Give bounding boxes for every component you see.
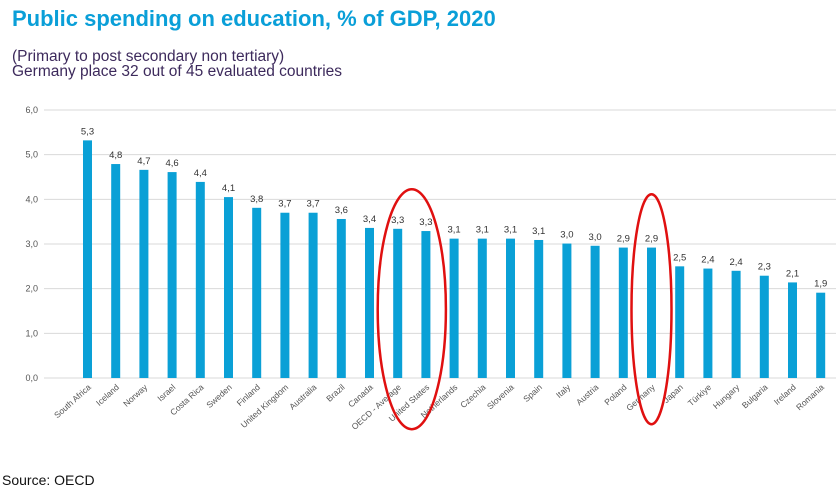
data-label: 2,3 [758,262,771,273]
y-tick-label: 1,0 [25,328,38,338]
data-label: 2,4 [701,255,714,266]
x-tick-label: Norway [121,382,150,409]
bar [562,243,572,378]
bar [647,247,656,378]
bar [224,197,233,378]
y-tick-label: 5,0 [25,150,38,160]
data-label: 2,4 [729,257,742,268]
x-tick-label: Italy [554,382,573,400]
y-tick-label: 0,0 [25,373,38,383]
data-label: 3,8 [250,194,263,205]
data-label: 4,8 [109,150,122,161]
x-tick-label: Sweden [204,382,234,410]
bar [83,140,92,378]
y-tick-label: 6,0 [25,105,38,115]
data-label: 4,7 [137,156,150,167]
bars [83,140,826,378]
y-tick-label: 4,0 [25,194,38,204]
bar [449,238,459,378]
highlight-ellipse [630,192,673,426]
x-tick-label: Israel [155,382,177,403]
y-axis-ticks: 0,0 1,0 2,0 3,0 4,0 5,0 6,0 [25,105,38,383]
x-tick-label: Spain [521,382,544,404]
x-tick-label: Czechia [458,382,488,410]
x-tick-label: Australia [287,382,318,412]
data-label: 4,6 [165,158,178,169]
data-label: 4,4 [194,168,207,179]
y-tick-label: 2,0 [25,284,38,294]
data-label: 4,1 [222,183,235,194]
bar [675,266,685,378]
chart-title: Public spending on education, % of GDP, … [12,6,496,31]
highlight-ellipse [376,187,448,431]
data-label: 3,6 [335,205,348,216]
bar [703,268,713,378]
bar [336,218,346,378]
bar [788,282,797,378]
bar [365,227,374,378]
bar [421,231,431,378]
x-tick-label: Türkiye [686,382,714,408]
data-label: 3,1 [532,226,545,237]
bar [167,172,177,378]
chart-ranking-note: Germany place 32 out of 45 evaluated cou… [12,63,343,80]
data-label: 3,1 [447,225,460,236]
data-label: 1,9 [814,279,827,290]
bar [759,275,769,378]
bar [139,169,149,378]
bar [618,247,628,378]
data-label: 5,3 [81,126,94,137]
data-label: 2,1 [786,268,799,279]
data-label: 2,5 [673,252,686,263]
bar [590,245,600,378]
data-label: 3,7 [278,199,291,210]
x-tick-label: OECD - Average [349,382,403,432]
source-note: Source: OECD [2,472,95,488]
x-tick-label: Brazil [324,382,347,404]
data-label: 3,0 [588,232,601,243]
annotations [376,187,673,431]
bar [816,292,826,378]
bar [280,212,290,378]
x-tick-label: Poland [602,382,629,407]
bar [111,164,121,378]
data-label: 2,9 [617,234,630,245]
bar [506,238,515,378]
bar [308,212,318,378]
data-label: 3,3 [391,215,404,226]
x-tick-label: South Africa [52,382,93,420]
data-label: 3,0 [560,230,573,241]
data-labels: 5,3 4,8 4,7 4,6 4,4 4,1 3,8 3,7 3,7 3,6 3,4 3,3 3,3 3… [81,126,827,289]
x-tick-label: Romania [794,382,826,412]
x-tick-label: Bulgaria [740,382,770,410]
data-label: 2,9 [645,234,658,245]
y-tick-label: 3,0 [25,239,38,249]
data-label: 3,4 [363,214,376,225]
bar [731,270,741,378]
data-label: 3,7 [306,199,319,210]
bar [393,228,403,378]
bar [477,238,487,378]
data-label: 3,1 [476,225,489,236]
x-tick-label: Slovenia [485,382,516,411]
x-tick-label: Ireland [772,382,798,407]
bar [534,239,544,378]
chart-subtitle: (Primary to post secondary non tertiary) [12,48,285,65]
x-tick-label: Iceland [94,382,121,408]
x-tick-label: Austria [574,382,601,407]
bar [195,181,205,378]
data-label: 3,1 [504,225,517,236]
bar [252,207,262,378]
data-label: 3,3 [419,217,432,228]
x-tick-label: Hungary [711,382,742,411]
